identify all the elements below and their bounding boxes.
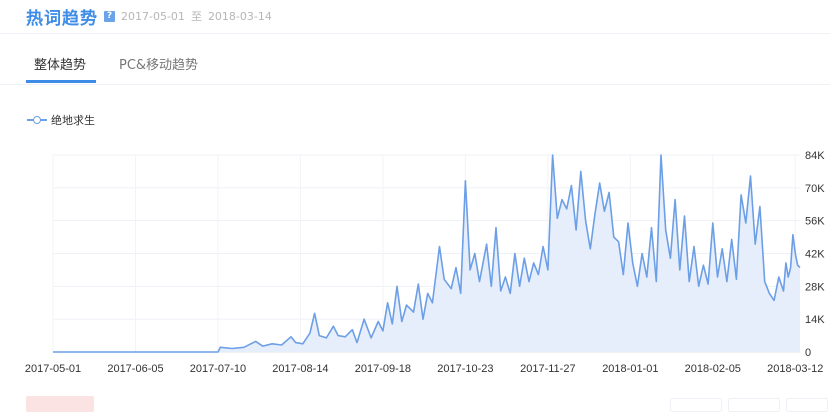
trend-chart[interactable]: 0 14K 28K 42K 56K 70K 84K 2017-05-01 2017-06-05 2… xyxy=(0,140,830,380)
to-text: 至 xyxy=(190,10,202,23)
x-tick-label: 2017-05-01 xyxy=(25,363,81,375)
legend-series-label: 绝地求生 xyxy=(51,114,95,127)
tab-overall-trend[interactable]: 整体趋势 xyxy=(34,58,87,73)
x-tick-label: 2018-03-12 xyxy=(767,363,823,375)
tab-pc-mobile-trend[interactable]: PC&移动趋势 xyxy=(119,58,199,73)
bottom-control[interactable] xyxy=(786,398,828,412)
end-date: 2018-03-14 xyxy=(207,9,272,23)
help-icon[interactable]: ? xyxy=(104,10,115,22)
y-tick-label: 84K xyxy=(805,150,825,162)
x-tick-label: 2018-01-01 xyxy=(602,363,658,375)
chart-legend[interactable]: 绝地求生 xyxy=(27,112,95,128)
x-tick-label: 2017-08-14 xyxy=(272,363,328,375)
legend-line-icon xyxy=(27,115,47,125)
x-tick-label: 2017-11-27 xyxy=(520,363,575,375)
divider xyxy=(0,84,830,85)
x-tick-label: 2018-02-05 xyxy=(685,363,741,375)
series-area xyxy=(53,155,800,352)
bottom-action-button[interactable] xyxy=(26,396,94,412)
x-tick-label: 2017-07-10 xyxy=(190,363,246,375)
y-tick-label: 14K xyxy=(805,314,825,326)
header: 热词趋势 ? 2017-05-01 至 2018-03-14 xyxy=(26,4,272,29)
series-line xyxy=(53,154,801,353)
x-tick-label: 2017-09-18 xyxy=(355,363,411,375)
start-date: 2017-05-01 xyxy=(121,9,185,23)
y-tick-label: 28K xyxy=(805,281,825,293)
x-tick-label: 2017-06-05 xyxy=(107,363,163,375)
y-tick-label: 42K xyxy=(805,249,825,261)
x-tick-label: 2017-10-23 xyxy=(437,363,493,375)
bottom-control[interactable] xyxy=(728,398,780,412)
y-tick-label: 0 xyxy=(805,347,811,359)
divider xyxy=(0,33,830,34)
y-tick-label: 70K xyxy=(805,183,825,195)
page-title: 热词趋势 xyxy=(26,8,98,29)
y-tick-label: 56K xyxy=(805,216,825,228)
bottom-control[interactable] xyxy=(670,398,722,412)
active-tab-indicator xyxy=(26,80,96,83)
